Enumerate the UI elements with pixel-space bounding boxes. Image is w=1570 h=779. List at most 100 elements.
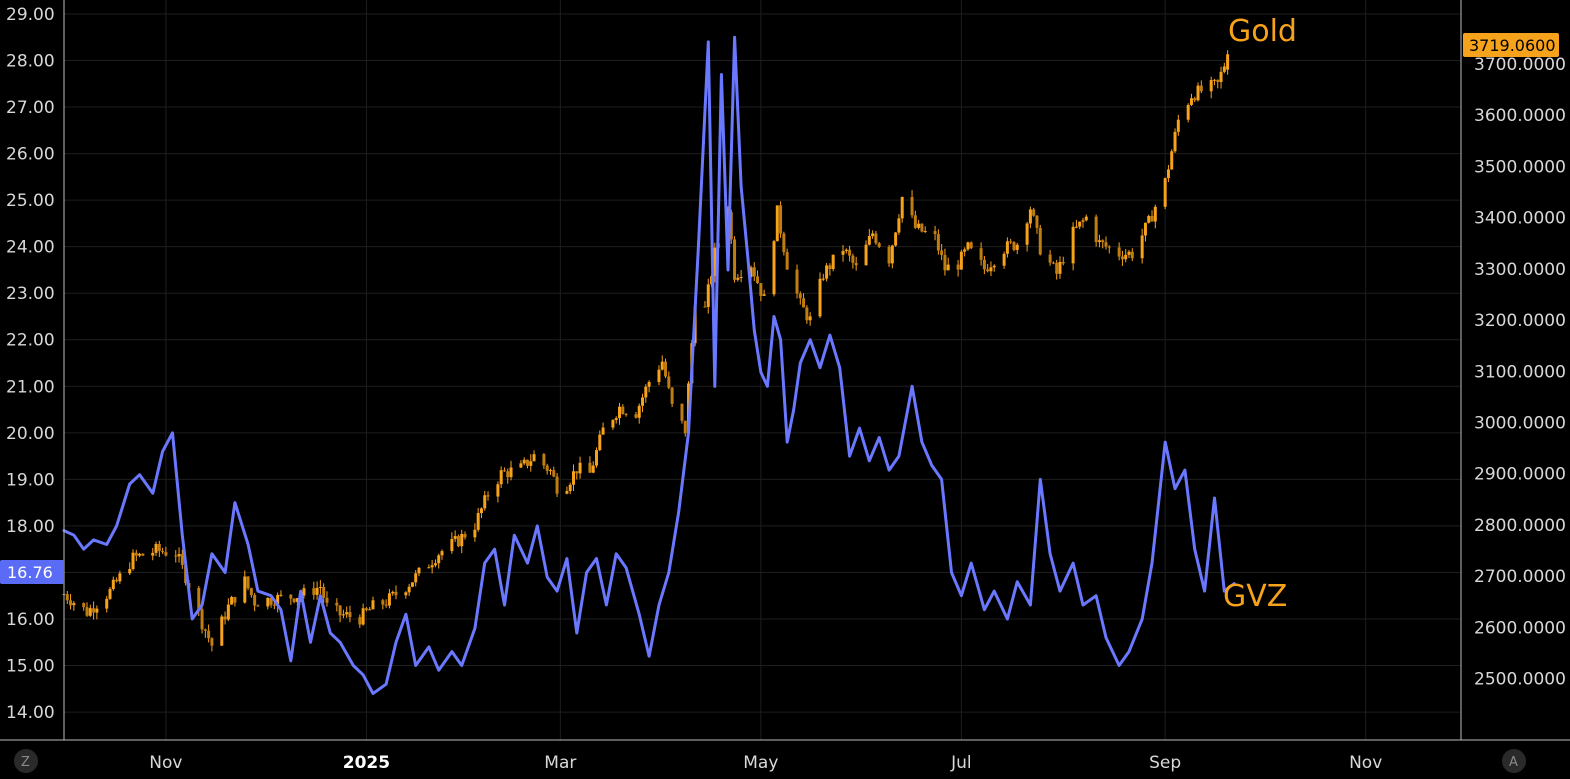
zoom-toggle-label: Z: [21, 755, 30, 770]
right-axis-tick: 3000.0000: [1474, 413, 1566, 433]
gold-candle-body: [959, 251, 963, 270]
gold-candle-body: [986, 269, 990, 272]
gold-candle-body: [825, 265, 829, 279]
left-axis-tick: 21.00: [6, 377, 55, 397]
gold-candle-body: [1127, 251, 1131, 255]
gold-candle-body: [128, 568, 132, 574]
gold-candle-body: [1147, 215, 1151, 223]
gold-candle-body: [841, 251, 845, 255]
gold-candle-body: [85, 607, 89, 616]
gold-candle-body: [1035, 215, 1039, 228]
right-axis-tick-labels: 3700.0000 3600.0000 3500.0000 3400.0000 3300…: [1474, 55, 1566, 690]
gold-candle-body: [164, 552, 168, 556]
gold-candle-body: [542, 454, 546, 466]
right-axis-tick: 2500.0000: [1474, 670, 1566, 690]
gold-candle-body: [946, 264, 950, 271]
gold-candle-body: [368, 609, 372, 611]
gold-candle-body: [808, 316, 812, 321]
gold-candle-body: [391, 591, 395, 594]
gold-candle-body: [177, 554, 181, 557]
gold-candle-body: [851, 255, 855, 263]
gold-candle-body: [1186, 104, 1190, 120]
gold-candle-body: [450, 538, 454, 552]
gold-candle-body: [1150, 215, 1154, 222]
gold-candle-body: [417, 567, 421, 574]
gold-candle-body: [364, 608, 368, 610]
gold-candle-body: [759, 283, 763, 296]
gold-candle-body: [105, 598, 109, 609]
gold-candle-body: [111, 579, 115, 590]
gold-candle-body: [992, 265, 996, 268]
gold-candle-body: [272, 604, 276, 606]
gold-candle-body: [821, 278, 825, 280]
gvz-line-series: [62, 35, 1236, 695]
gold-candle-body: [256, 605, 260, 607]
gold-candle-body: [867, 236, 871, 245]
gold-candle-body: [1143, 222, 1147, 236]
gold-candle-body: [456, 536, 460, 547]
gold-candle-body: [1051, 262, 1055, 264]
gold-candle-body: [203, 629, 207, 631]
gold-candle-body: [529, 461, 533, 466]
gold-candle-body: [410, 582, 414, 587]
gold-candle-body: [670, 387, 674, 404]
gold-candle-body: [115, 579, 119, 582]
gold-candle-body: [1005, 241, 1009, 254]
gold-candle-body: [637, 405, 641, 418]
gold-candle-body: [440, 551, 444, 556]
gold-candle-body: [1196, 85, 1200, 101]
gold-candle-body: [798, 293, 802, 299]
auto-scale-button[interactable]: A: [1502, 749, 1526, 773]
gold-candle-body: [226, 604, 230, 620]
gold-candle-body: [1058, 262, 1062, 274]
gold-candle-body: [552, 470, 556, 477]
gold-series-label: Gold: [1228, 14, 1297, 49]
gold-candle-body: [641, 397, 645, 406]
gold-candle-body: [601, 427, 605, 435]
gold-candle-body: [1199, 85, 1203, 92]
gold-candle-body: [936, 233, 940, 251]
gold-candle-body: [831, 254, 835, 270]
left-axis-tick: 16.00: [6, 610, 55, 630]
gold-candle-body: [713, 247, 717, 277]
left-axis-tick: 14.00: [6, 703, 55, 723]
gold-candle-body: [384, 604, 388, 606]
gold-candle-body: [897, 218, 901, 233]
gold-candle-body: [956, 264, 960, 270]
left-axis-tick: 25.00: [6, 191, 55, 211]
gold-candle-body: [154, 543, 158, 553]
gold-candle-body: [657, 369, 661, 383]
gold-candle-body: [1032, 209, 1036, 216]
gold-candle-body: [1081, 220, 1085, 222]
gold-candle-body: [1193, 98, 1197, 101]
gold-candle-body: [92, 608, 96, 613]
gold-candle-body: [591, 465, 595, 473]
gold-candle-body: [785, 252, 789, 270]
left-axis-tick: 24.00: [6, 238, 55, 258]
right-axis-tick: 2800.0000: [1474, 516, 1566, 536]
gold-candle-body: [828, 265, 832, 270]
gold-candle-body: [1028, 209, 1032, 224]
gold-candle-body: [506, 471, 510, 478]
gold-candle-body: [634, 414, 638, 418]
gold-candle-body: [463, 533, 467, 538]
gold-candle-body: [683, 420, 687, 434]
left-axis-tick: 28.00: [6, 52, 55, 72]
gold-candle-body: [729, 212, 733, 240]
gold-candle-body: [210, 638, 214, 646]
gold-candle-body: [496, 484, 500, 497]
gold-candle-body: [917, 223, 921, 228]
gold-candle-body: [134, 552, 138, 556]
gold-candle-body: [844, 249, 848, 252]
gold-candle-body: [644, 386, 648, 398]
gold-candle-body: [805, 307, 809, 321]
gold-candle-body: [762, 294, 766, 296]
gold-candle-body: [571, 471, 575, 485]
zoom-toggle-button[interactable]: Z: [14, 749, 38, 773]
gold-candle-body: [575, 471, 579, 474]
gold-candle-body: [394, 591, 398, 596]
gold-candle-body: [756, 276, 760, 284]
gold-candle-body: [295, 598, 299, 602]
gold-candle-body: [752, 267, 756, 277]
